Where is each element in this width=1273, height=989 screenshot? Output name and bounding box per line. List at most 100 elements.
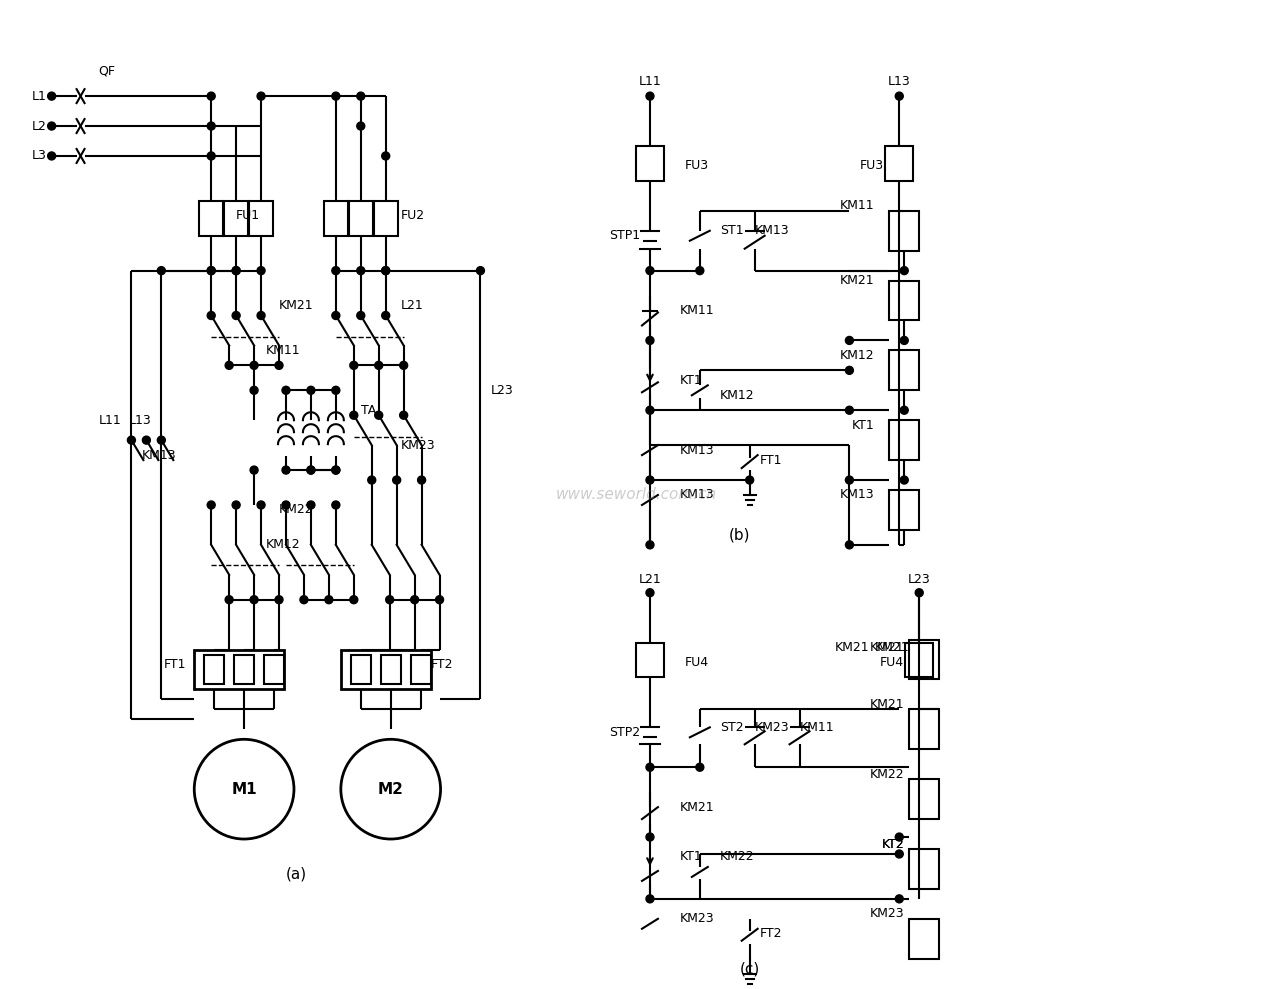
Text: KM13: KM13 bbox=[141, 449, 176, 462]
Text: L13: L13 bbox=[887, 74, 910, 88]
Circle shape bbox=[207, 312, 215, 319]
Text: ST2: ST2 bbox=[719, 721, 743, 734]
Text: KT1: KT1 bbox=[680, 374, 703, 387]
Text: KM13: KM13 bbox=[680, 489, 714, 501]
Circle shape bbox=[356, 92, 365, 100]
Bar bbox=[204, 655, 224, 684]
Circle shape bbox=[332, 267, 340, 275]
Circle shape bbox=[350, 361, 358, 369]
Circle shape bbox=[250, 466, 258, 474]
Circle shape bbox=[374, 411, 383, 419]
Bar bbox=[890, 420, 919, 460]
Text: KM21: KM21 bbox=[835, 641, 869, 654]
Text: KM23: KM23 bbox=[680, 912, 714, 926]
Text: KM13: KM13 bbox=[680, 444, 714, 457]
Text: ST1: ST1 bbox=[719, 225, 743, 237]
Bar bbox=[341, 650, 430, 689]
Circle shape bbox=[275, 361, 283, 369]
Text: KM11: KM11 bbox=[799, 721, 834, 734]
Circle shape bbox=[645, 336, 654, 344]
Bar bbox=[349, 201, 373, 235]
Text: QF: QF bbox=[98, 64, 115, 78]
Circle shape bbox=[232, 501, 241, 509]
Circle shape bbox=[895, 92, 904, 100]
Circle shape bbox=[476, 267, 485, 275]
Bar bbox=[195, 650, 284, 689]
Bar bbox=[890, 490, 919, 530]
Circle shape bbox=[307, 466, 314, 474]
Circle shape bbox=[645, 267, 654, 275]
Text: KT2: KT2 bbox=[881, 838, 904, 851]
Circle shape bbox=[895, 833, 904, 841]
Bar bbox=[323, 201, 348, 235]
Text: FU3: FU3 bbox=[685, 159, 709, 172]
Bar bbox=[234, 655, 255, 684]
Text: (b): (b) bbox=[729, 527, 751, 542]
Bar bbox=[636, 146, 665, 181]
Circle shape bbox=[47, 152, 56, 160]
Circle shape bbox=[47, 122, 56, 130]
Circle shape bbox=[283, 501, 290, 509]
Text: KM13: KM13 bbox=[755, 225, 789, 237]
Bar bbox=[264, 655, 284, 684]
Circle shape bbox=[275, 595, 283, 603]
Bar bbox=[250, 201, 272, 235]
Circle shape bbox=[257, 312, 265, 319]
Circle shape bbox=[207, 501, 215, 509]
Text: M1: M1 bbox=[232, 781, 257, 797]
Text: KM11: KM11 bbox=[266, 344, 300, 357]
Circle shape bbox=[225, 361, 233, 369]
Circle shape bbox=[382, 267, 390, 275]
Bar bbox=[636, 643, 665, 677]
Circle shape bbox=[382, 267, 390, 275]
Circle shape bbox=[696, 764, 704, 771]
Circle shape bbox=[645, 406, 654, 414]
Bar bbox=[381, 655, 401, 684]
Circle shape bbox=[332, 312, 340, 319]
Text: FU3: FU3 bbox=[861, 159, 885, 172]
Text: KM23: KM23 bbox=[869, 907, 904, 921]
Circle shape bbox=[845, 406, 853, 414]
Circle shape bbox=[895, 895, 904, 903]
Circle shape bbox=[900, 406, 908, 414]
Circle shape bbox=[400, 361, 407, 369]
Circle shape bbox=[356, 267, 365, 275]
Circle shape bbox=[645, 764, 654, 771]
Text: KM11: KM11 bbox=[840, 200, 875, 213]
Circle shape bbox=[332, 466, 340, 474]
Text: KM12: KM12 bbox=[719, 389, 755, 402]
Circle shape bbox=[895, 850, 904, 858]
Circle shape bbox=[332, 387, 340, 395]
Bar bbox=[411, 655, 430, 684]
Text: FT1: FT1 bbox=[760, 454, 782, 467]
Text: KT2: KT2 bbox=[881, 838, 904, 851]
Circle shape bbox=[158, 436, 165, 444]
Circle shape bbox=[283, 387, 290, 395]
Text: FU2: FU2 bbox=[401, 210, 425, 223]
Bar bbox=[224, 201, 248, 235]
Circle shape bbox=[232, 267, 241, 275]
Text: L3: L3 bbox=[32, 149, 47, 162]
Circle shape bbox=[207, 267, 215, 275]
Circle shape bbox=[350, 411, 358, 419]
Circle shape bbox=[418, 476, 425, 484]
Text: STP2: STP2 bbox=[608, 726, 640, 739]
Text: KM21: KM21 bbox=[680, 801, 714, 814]
Text: L23: L23 bbox=[490, 384, 513, 397]
Text: KM23: KM23 bbox=[401, 439, 435, 452]
Text: FU1: FU1 bbox=[236, 210, 260, 223]
Text: KM21: KM21 bbox=[840, 274, 875, 287]
Text: KM21: KM21 bbox=[875, 641, 909, 654]
Text: KM21: KM21 bbox=[869, 641, 904, 654]
Bar bbox=[351, 655, 370, 684]
Text: TA: TA bbox=[360, 404, 376, 416]
Bar bbox=[200, 201, 223, 235]
Bar bbox=[885, 146, 913, 181]
Circle shape bbox=[435, 595, 443, 603]
Text: L23: L23 bbox=[908, 574, 931, 586]
Text: L13: L13 bbox=[129, 413, 151, 426]
Bar bbox=[909, 779, 939, 819]
Circle shape bbox=[845, 336, 853, 344]
Text: KM13: KM13 bbox=[840, 489, 875, 501]
Text: L2: L2 bbox=[32, 120, 47, 133]
